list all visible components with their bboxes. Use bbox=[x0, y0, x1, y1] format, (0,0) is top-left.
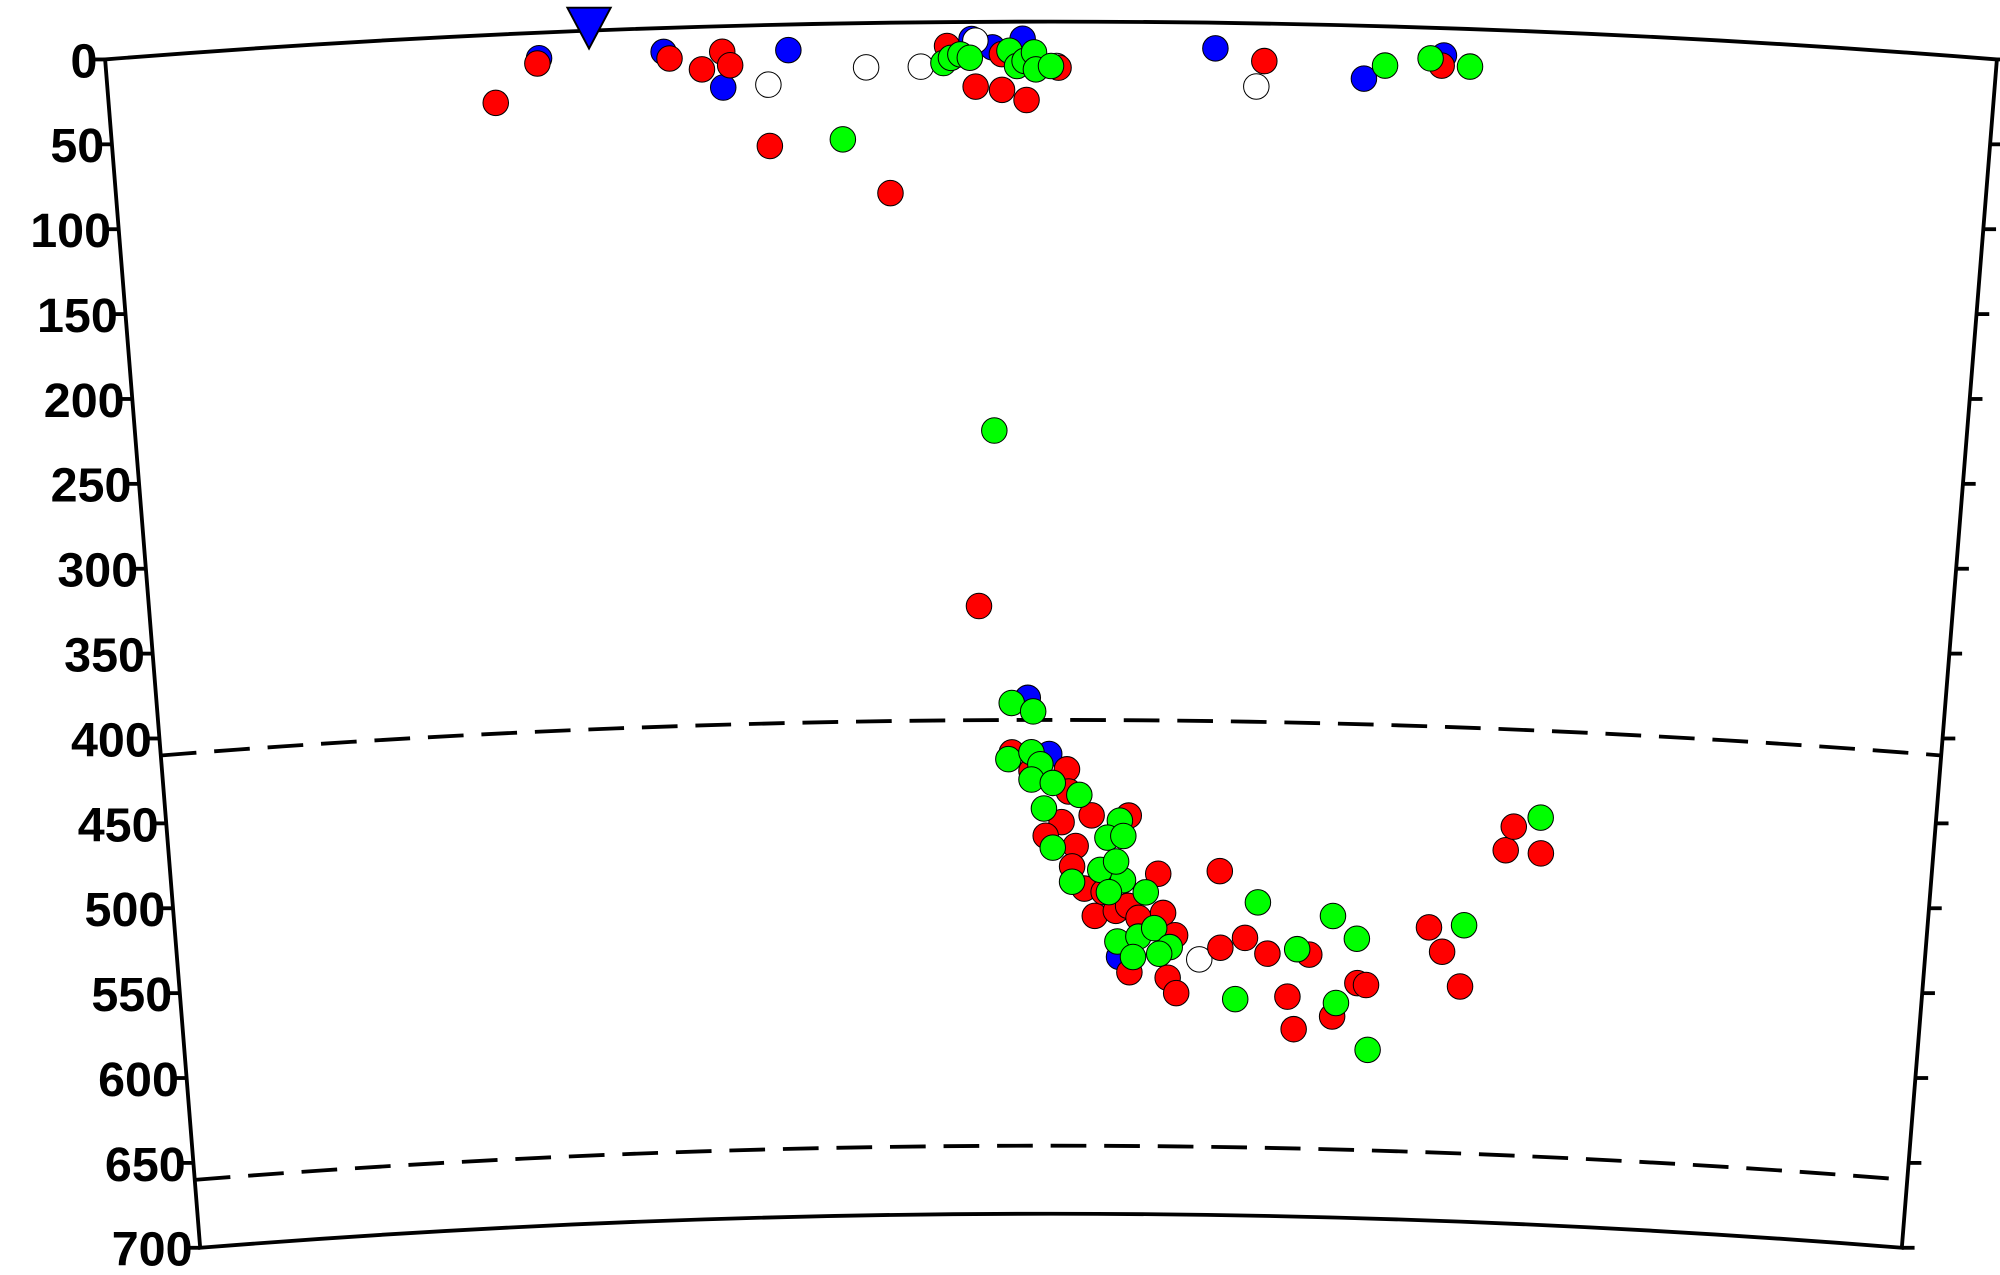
earthquake-point bbox=[1185, 946, 1213, 973]
earthquake-point bbox=[995, 745, 1022, 773]
earthquake-point bbox=[1243, 73, 1270, 100]
earthquake-point bbox=[981, 417, 1008, 444]
earthquake-point bbox=[1202, 35, 1229, 62]
earthquake-point bbox=[1162, 979, 1190, 1007]
earthquake-point bbox=[852, 54, 880, 81]
earthquake-point bbox=[829, 126, 857, 153]
earthquake-point bbox=[1428, 938, 1456, 965]
earthquake-point bbox=[656, 45, 683, 72]
y-tick-label: 0 bbox=[71, 34, 98, 88]
earthquake-point bbox=[1417, 45, 1444, 72]
earthquake-point bbox=[1354, 1036, 1381, 1064]
earthquake-point bbox=[1132, 879, 1160, 906]
y-tick-label: 200 bbox=[44, 374, 125, 428]
earthquake-point bbox=[1350, 65, 1378, 92]
earthquake-point bbox=[1415, 914, 1443, 941]
earthquake-point bbox=[877, 179, 904, 207]
station-marker bbox=[565, 6, 613, 51]
earthquake-point bbox=[688, 56, 716, 83]
earthquake-point bbox=[1102, 848, 1130, 875]
earthquake-point bbox=[1058, 868, 1086, 895]
earthquake-point bbox=[988, 76, 1016, 104]
earthquake-point bbox=[1322, 989, 1350, 1017]
earthquake-point bbox=[716, 51, 744, 79]
y-tick-label: 600 bbox=[98, 1053, 179, 1107]
earthquake-point bbox=[956, 44, 984, 71]
earthquake-point bbox=[1343, 925, 1371, 953]
earthquake-point bbox=[1254, 940, 1281, 967]
y-tick-label: 50 bbox=[50, 119, 104, 173]
earthquake-point bbox=[1450, 911, 1478, 939]
frame bbox=[103, 19, 1999, 1250]
earthquake-point bbox=[1095, 878, 1123, 906]
earthquake-point bbox=[1527, 840, 1555, 867]
y-tick-label: 700 bbox=[112, 1223, 193, 1275]
y-tick-label: 100 bbox=[30, 204, 111, 258]
earthquake-point bbox=[1352, 971, 1380, 999]
earthquake-point bbox=[482, 89, 510, 117]
earthquake-point bbox=[1371, 52, 1399, 79]
earthquake-point bbox=[965, 592, 993, 620]
y-tick-label: 150 bbox=[37, 289, 118, 343]
earthquake-point bbox=[775, 36, 802, 64]
earthquake-point bbox=[1037, 52, 1065, 80]
earthquake-point bbox=[524, 50, 551, 77]
earthquake-point bbox=[1039, 834, 1067, 861]
earthquake-point bbox=[1019, 698, 1047, 725]
earthquake-point bbox=[962, 73, 989, 100]
earthquake-point bbox=[1030, 795, 1058, 822]
y-tick-label: 550 bbox=[91, 968, 172, 1022]
earthquake-point bbox=[1078, 802, 1105, 829]
y-tick-label: 300 bbox=[57, 544, 138, 598]
earthquake-point bbox=[1456, 53, 1484, 80]
y-tick-label: 350 bbox=[64, 629, 145, 683]
y-tick-label: 650 bbox=[105, 1138, 186, 1192]
earthquake-point bbox=[1280, 1015, 1307, 1043]
earthquake-point bbox=[1066, 781, 1093, 809]
earthquake-point bbox=[1251, 47, 1278, 75]
earthquake-point bbox=[1527, 804, 1554, 831]
earthquake-point bbox=[1207, 934, 1234, 961]
earthquake-point bbox=[907, 53, 935, 80]
y-tick-label: 500 bbox=[85, 883, 166, 937]
earthquake-point bbox=[1221, 985, 1249, 1013]
earthquake-point bbox=[1145, 940, 1173, 968]
earthquake-point bbox=[1119, 943, 1147, 971]
earthquake-point bbox=[1140, 914, 1168, 942]
earthquake-point bbox=[1039, 769, 1067, 797]
earthquake-point bbox=[1206, 857, 1234, 885]
earthquake-point bbox=[1274, 983, 1301, 1010]
earthquake-point bbox=[1244, 889, 1272, 916]
y-tick-label: 450 bbox=[78, 798, 159, 852]
discontinuity-line bbox=[194, 1143, 1908, 1182]
earthquake-point bbox=[1500, 813, 1528, 840]
earthquake-point bbox=[1013, 86, 1040, 114]
earthquake-point bbox=[1110, 822, 1137, 850]
earthquake-point bbox=[1492, 836, 1519, 864]
discontinuity-line bbox=[160, 718, 1942, 758]
earthquake-point bbox=[1283, 935, 1311, 963]
y-tick-label: 250 bbox=[51, 459, 132, 513]
earthquake-point bbox=[755, 71, 782, 98]
earthquake-point bbox=[1319, 902, 1347, 930]
earthquake-point bbox=[756, 132, 784, 160]
earthquake-point bbox=[1446, 973, 1474, 1000]
earthquake-point bbox=[709, 74, 737, 101]
earthquake-point bbox=[1231, 924, 1259, 952]
y-tick-label: 400 bbox=[71, 713, 152, 767]
earthquake-point bbox=[1144, 860, 1172, 887]
